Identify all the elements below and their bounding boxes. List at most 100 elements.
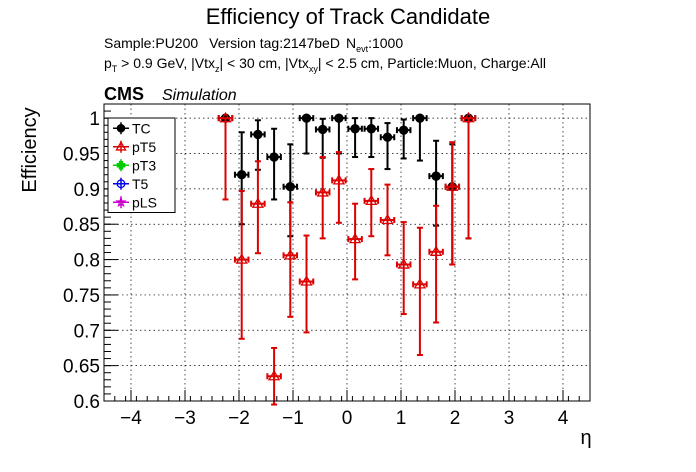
data-marks (217, 111, 477, 406)
marker (332, 174, 346, 185)
info-line-2: pT > 0.9 GeV, |Vtxz| < 30 cm, |Vtxxy| < … (104, 55, 546, 74)
pt-subscript: T (112, 64, 118, 74)
data-point (331, 151, 347, 224)
x-tick-label: 3 (504, 408, 515, 429)
data-point (379, 183, 396, 257)
legend-entry-pT3: pT3 (113, 157, 156, 173)
data-point (282, 201, 299, 318)
grid-lines (104, 104, 590, 402)
marker (318, 124, 328, 135)
x-tick-label: 0 (342, 408, 353, 429)
marker (365, 194, 378, 206)
data-point (412, 226, 428, 357)
x-tick-label: 2 (450, 408, 461, 429)
data-point (363, 117, 380, 159)
tick-labels: −4 −3 −2 −1 0 1 2 3 4 0.6 0.65 0.7 0.75 0.8 0.85 0.9 0.9… (63, 109, 569, 429)
data-point (298, 234, 315, 334)
marker (399, 125, 409, 135)
y-tick-label: 0.7 (74, 321, 100, 342)
data-point (444, 141, 461, 266)
y-tick-label: 0.75 (63, 286, 100, 307)
data-point (298, 113, 315, 155)
marker (253, 129, 263, 140)
cms-label: CMS (104, 84, 144, 104)
nevt-subscript: evt (356, 44, 369, 54)
data-point (314, 117, 331, 159)
marker (381, 213, 394, 225)
legend-entry-T5: T5 (113, 176, 149, 192)
marker (413, 277, 427, 289)
y-tick-label: 0.9 (74, 180, 100, 201)
x-tick-label: 4 (558, 408, 569, 429)
data-point (266, 127, 282, 201)
y-axis-title: Efficiency (19, 107, 41, 192)
marker (334, 113, 344, 123)
marker (348, 232, 362, 244)
data-point (412, 113, 428, 162)
data-point (266, 346, 282, 406)
marker (237, 170, 247, 180)
y-tick-label: 1 (89, 109, 100, 130)
y-tick-label: 0.6 (74, 392, 100, 413)
x-axis-title: η (580, 427, 591, 449)
x-tick-label: −1 (282, 408, 304, 429)
vtxz-cut: | < 30 cm, |Vtx (219, 55, 308, 71)
nevt-value: :1000 (368, 35, 403, 51)
marker (235, 253, 248, 264)
marker (115, 140, 127, 151)
marker (301, 113, 312, 123)
marker (116, 160, 126, 170)
legend: TC pT5 pT3 T5 pLS (107, 117, 176, 213)
marker (382, 132, 393, 142)
marker (397, 258, 410, 269)
pt-label: p (104, 55, 112, 71)
data-point (395, 118, 412, 160)
info-line-1: Sample:PU200 Version tag:2147beD Nevt:1000 (104, 35, 403, 54)
marker (251, 197, 265, 208)
marker (350, 124, 360, 134)
legend-label: pT3 (132, 157, 156, 173)
y-tick-label: 0.95 (63, 145, 100, 166)
version-label: Version tag:2147beD (209, 35, 340, 51)
data-point (250, 119, 266, 171)
x-tick-label: −2 (228, 408, 250, 429)
marker (284, 249, 297, 260)
plot-frame (103, 103, 591, 402)
legend-label: pLS (132, 194, 157, 210)
data-point (379, 122, 396, 171)
vtxxy-cut: | < 2.5 cm, Particle:Muon, Charge:All (318, 55, 546, 71)
legend-label: T5 (132, 176, 149, 192)
marker (115, 196, 127, 208)
x-tick-label: −3 (174, 408, 196, 429)
simulation-label: Simulation (162, 87, 237, 104)
marker (219, 111, 232, 123)
legend-entry-TC: TC (113, 120, 151, 136)
vtxz-subscript: z (215, 64, 220, 74)
vtxxy-subscript: xy (309, 64, 319, 74)
data-point (217, 111, 234, 201)
marker (316, 186, 329, 197)
marker (116, 179, 126, 189)
legend-entry-pLS: pLS (113, 194, 157, 210)
marker (366, 124, 376, 134)
x-tick-label: −4 (120, 408, 142, 429)
marker (267, 369, 281, 381)
y-tick-label: 0.85 (63, 215, 100, 236)
legend-label: pT5 (132, 139, 156, 155)
pt-cut: > 0.9 GeV, |Vtx (117, 55, 215, 71)
data-point (331, 113, 347, 155)
nevt-label: N (346, 35, 356, 51)
data-point (314, 156, 331, 240)
legend-entry-pT5: pT5 (113, 139, 156, 155)
y-tick-label: 0.65 (63, 357, 100, 378)
chart-title: Efficiency of Track Candidate (206, 4, 491, 29)
data-point (250, 160, 266, 255)
data-point (347, 202, 363, 281)
marker (269, 152, 279, 162)
marker (300, 275, 313, 286)
y-tick-label: 0.8 (74, 251, 100, 272)
x-tick-label: 1 (396, 408, 407, 429)
marker (116, 123, 126, 133)
data-point (233, 189, 250, 340)
